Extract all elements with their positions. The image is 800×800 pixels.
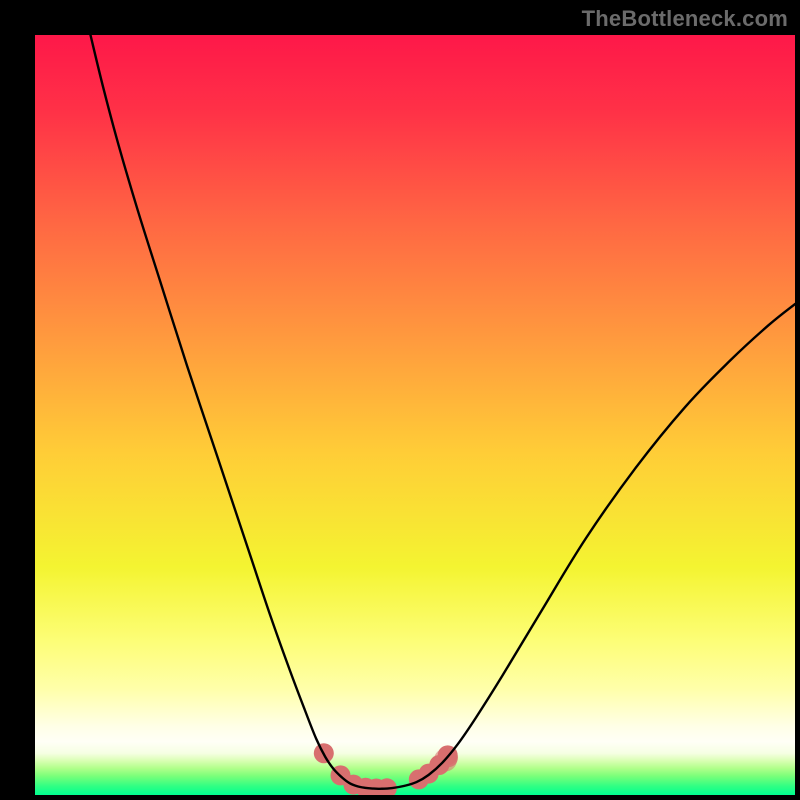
chart-svg [35, 35, 795, 795]
watermark-text: TheBottleneck.com [582, 6, 788, 32]
v-curve [90, 35, 795, 789]
plot-area [35, 35, 795, 795]
